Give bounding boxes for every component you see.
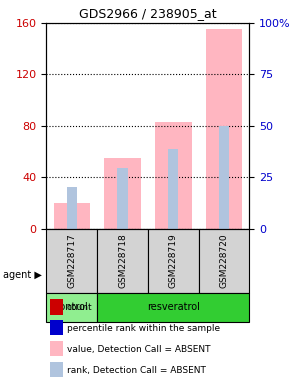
Text: percentile rank within the sample: percentile rank within the sample [67,324,220,333]
FancyBboxPatch shape [199,228,249,293]
Bar [219,126,229,228]
Bar [50,341,63,356]
Bar [206,30,242,228]
Bar [50,362,63,377]
Text: count: count [67,303,92,312]
Text: rank, Detection Call = ABSENT: rank, Detection Call = ABSENT [67,366,206,375]
Text: GSM228718: GSM228718 [118,233,127,288]
Text: agent ▶: agent ▶ [3,270,42,280]
Bar [50,300,63,314]
Text: GSM228717: GSM228717 [67,233,76,288]
Bar [67,187,77,228]
Text: GSM228720: GSM228720 [220,233,229,288]
Text: GSM228719: GSM228719 [169,233,178,288]
Bar [155,122,191,228]
FancyBboxPatch shape [97,228,148,293]
Bar [117,168,128,228]
Bar [50,320,63,335]
Bar [53,203,90,228]
Text: control: control [55,302,89,312]
FancyBboxPatch shape [46,293,97,322]
Bar [104,158,141,228]
Title: GDS2966 / 238905_at: GDS2966 / 238905_at [79,7,217,20]
FancyBboxPatch shape [46,228,97,293]
FancyBboxPatch shape [97,293,249,322]
Text: value, Detection Call = ABSENT: value, Detection Call = ABSENT [67,345,210,354]
FancyBboxPatch shape [148,228,199,293]
Bar [168,149,178,228]
Text: resveratrol: resveratrol [147,302,200,312]
